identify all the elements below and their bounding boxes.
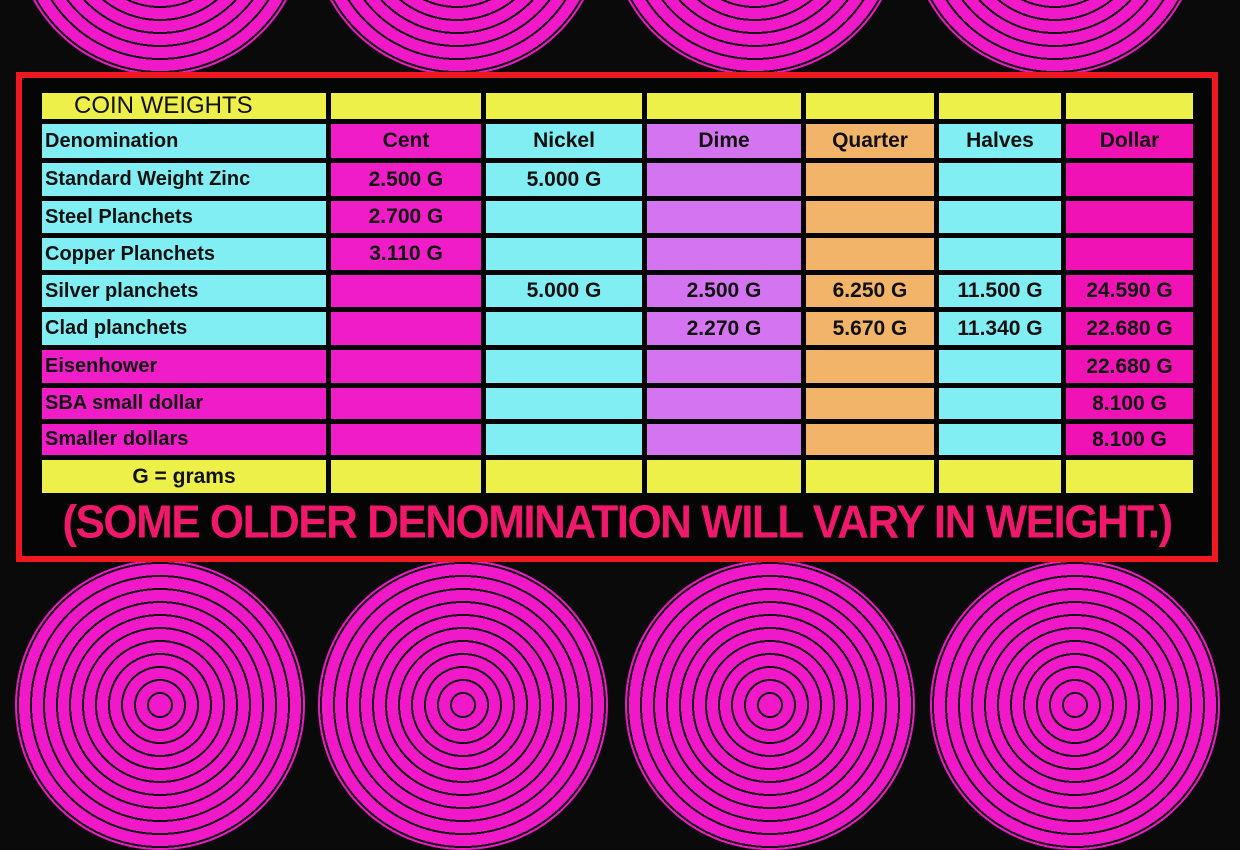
row-label: Clad planchets xyxy=(42,312,326,345)
bg-circle xyxy=(930,560,1220,850)
table-cell xyxy=(331,388,481,419)
bg-circle xyxy=(15,0,305,75)
column-header-cent: Cent xyxy=(331,124,481,158)
bg-circle xyxy=(312,0,602,75)
column-header-quarter: Quarter xyxy=(806,124,934,158)
table-cell: 2.500 G xyxy=(647,275,801,307)
table-cell xyxy=(647,388,801,419)
table-cell: 5.670 G xyxy=(806,312,934,345)
table-cell xyxy=(1066,163,1193,196)
footnote: (SOME OLDER DENOMINATION WILL VARY IN WE… xyxy=(62,496,1173,549)
bottom-row-cell xyxy=(939,460,1061,493)
row-label: Copper Planchets xyxy=(42,238,326,270)
bottom-row-cell xyxy=(331,460,481,493)
bg-circle xyxy=(15,560,305,850)
title-row-cell xyxy=(647,93,801,119)
table-cell xyxy=(806,201,934,233)
table-cell: 6.250 G xyxy=(806,275,934,307)
table-cell xyxy=(939,163,1061,196)
table-cell xyxy=(647,350,801,383)
row-label: Standard Weight Zinc xyxy=(42,163,326,196)
table-cell: 2.500 G xyxy=(331,163,481,196)
header-label: Denomination xyxy=(42,124,326,158)
table-cell xyxy=(806,388,934,419)
table-cell: 5.000 G xyxy=(486,163,642,196)
table-cell xyxy=(331,275,481,307)
column-header-nickel: Nickel xyxy=(486,124,642,158)
table-title: COIN WEIGHTS xyxy=(42,92,326,119)
table-cell: 24.590 G xyxy=(1066,275,1193,307)
table-cell: 2.700 G xyxy=(331,201,481,233)
table-cell: 22.680 G xyxy=(1066,312,1193,345)
table-cell xyxy=(1066,201,1193,233)
column-header-dime: Dime xyxy=(647,124,801,158)
table-cell xyxy=(647,424,801,455)
column-header-halves: Halves xyxy=(939,124,1061,158)
bg-circle xyxy=(318,560,608,850)
bottom-row-cell xyxy=(647,460,801,493)
table-cell xyxy=(647,201,801,233)
table-cell: 2.270 G xyxy=(647,312,801,345)
bg-circle xyxy=(910,0,1200,75)
row-label: Silver planchets xyxy=(42,275,326,307)
table-cell xyxy=(486,424,642,455)
bottom-row-cell xyxy=(806,460,934,493)
table-frame: COIN WEIGHTS Denomination Cent Nickel Dime Qu… xyxy=(16,72,1218,562)
table-cell xyxy=(486,201,642,233)
table-cell xyxy=(939,388,1061,419)
table-cell xyxy=(486,350,642,383)
table-cell xyxy=(939,238,1061,270)
table-cell: 5.000 G xyxy=(486,275,642,307)
table-cell: 22.680 G xyxy=(1066,350,1193,383)
table-cell: 11.340 G xyxy=(939,312,1061,345)
row-label: SBA small dollar xyxy=(42,388,326,419)
table-cell xyxy=(806,238,934,270)
title-row-cell xyxy=(939,93,1061,119)
table-cell: 8.100 G xyxy=(1066,424,1193,455)
legend-label: G = grams xyxy=(42,460,326,493)
table-cell: 8.100 G xyxy=(1066,388,1193,419)
table-cell: 11.500 G xyxy=(939,275,1061,307)
table-cell xyxy=(486,312,642,345)
table-cell xyxy=(486,238,642,270)
bottom-row-cell xyxy=(486,460,642,493)
title-row-cell xyxy=(331,93,481,119)
table-cell xyxy=(331,312,481,345)
table-cell xyxy=(939,350,1061,383)
title-row-cell xyxy=(806,93,934,119)
table-cell xyxy=(647,163,801,196)
table-cell xyxy=(806,163,934,196)
bottom-row-cell xyxy=(1066,460,1193,493)
table-cell xyxy=(806,350,934,383)
bg-circle xyxy=(610,0,900,75)
column-header-dollar: Dollar xyxy=(1066,124,1193,158)
table-cell xyxy=(331,424,481,455)
bg-circle xyxy=(625,560,915,850)
row-label: Eisenhower xyxy=(42,350,326,383)
table-cell: 3.110 G xyxy=(331,238,481,270)
title-row-cell xyxy=(486,93,642,119)
coin-weights-table: COIN WEIGHTS Denomination Cent Nickel Dime Qu… xyxy=(42,92,1193,493)
table-cell xyxy=(486,388,642,419)
row-label: Smaller dollars xyxy=(42,424,326,455)
table-cell xyxy=(331,350,481,383)
table-cell xyxy=(647,238,801,270)
table-cell xyxy=(939,424,1061,455)
table-cell xyxy=(806,424,934,455)
table-cell xyxy=(1066,238,1193,270)
title-row-cell xyxy=(1066,93,1193,119)
row-label: Steel Planchets xyxy=(42,201,326,233)
table-cell xyxy=(939,201,1061,233)
